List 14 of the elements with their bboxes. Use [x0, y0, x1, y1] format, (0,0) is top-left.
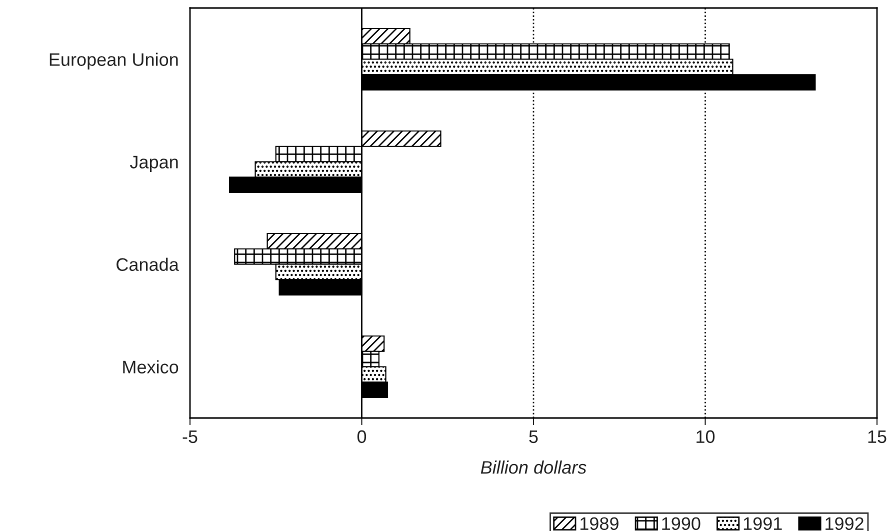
- legend-label: 1992: [826, 517, 864, 530]
- y-tick-label: Japan: [130, 156, 178, 172]
- y-tick-label: Canada: [116, 258, 179, 271]
- x-tick-label: 10: [696, 430, 715, 444]
- x-tick-label: 5: [529, 430, 538, 444]
- y-tick-label: Mexico: [123, 360, 178, 374]
- y-tick-label: European Union: [50, 52, 178, 70]
- legend-label: 1991: [744, 517, 782, 530]
- x-tick-label: 15: [868, 430, 886, 444]
- x-tick-label: -5: [182, 430, 198, 444]
- x-tick-label: 0: [357, 430, 366, 444]
- x-axis-title: Billion dollars: [480, 460, 586, 474]
- legend-label: 1990: [662, 517, 700, 530]
- legend-label: 1989: [580, 517, 618, 530]
